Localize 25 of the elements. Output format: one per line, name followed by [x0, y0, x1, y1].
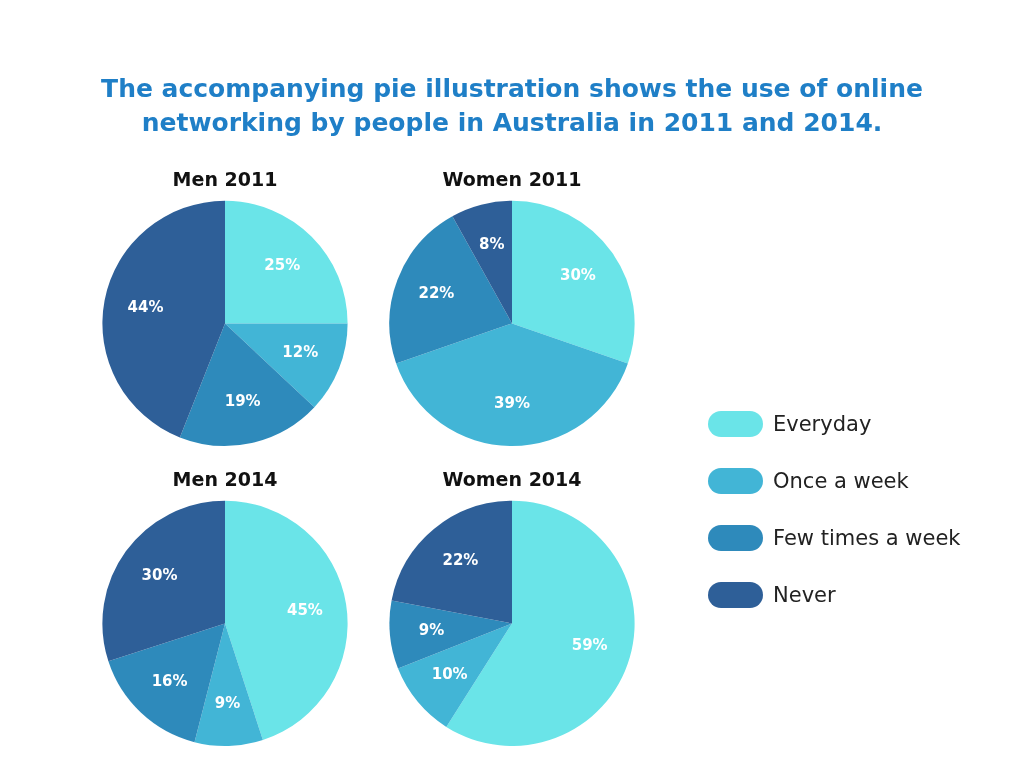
text: The accompanying pie illustration shows the use of online networking by people in Australia in 2011 and 2014. [100, 73, 924, 139]
chart-title: Women 2014 [442, 468, 582, 491]
data-label: 19% [224, 392, 261, 411]
chart-title: Men 2011 [172, 168, 278, 191]
data-label: 30% [559, 266, 596, 285]
legend-label: Everyday [773, 411, 872, 436]
data-label: 30% [141, 565, 178, 584]
data-label: 22% [442, 550, 479, 569]
chart-title: Women 2011 [442, 168, 582, 191]
data-label: 22% [418, 284, 455, 303]
data-label: 16% [151, 672, 188, 691]
data-label: 44% [127, 298, 164, 317]
data-label: 9% [214, 694, 241, 713]
legend-label: Few times a week [773, 525, 961, 550]
data-label: 10% [431, 664, 468, 683]
data-label: 12% [282, 343, 319, 362]
data-label: 45% [286, 600, 323, 619]
data-label: 39% [494, 394, 530, 413]
data-label: 25% [264, 256, 301, 275]
chart-title: Men 2014 [172, 468, 278, 491]
data-label: 9% [418, 620, 445, 639]
legend-label: Once a week [773, 468, 909, 493]
legend-label: Never [773, 582, 836, 607]
data-label: 8% [478, 234, 505, 253]
data-label: 59% [571, 635, 608, 654]
